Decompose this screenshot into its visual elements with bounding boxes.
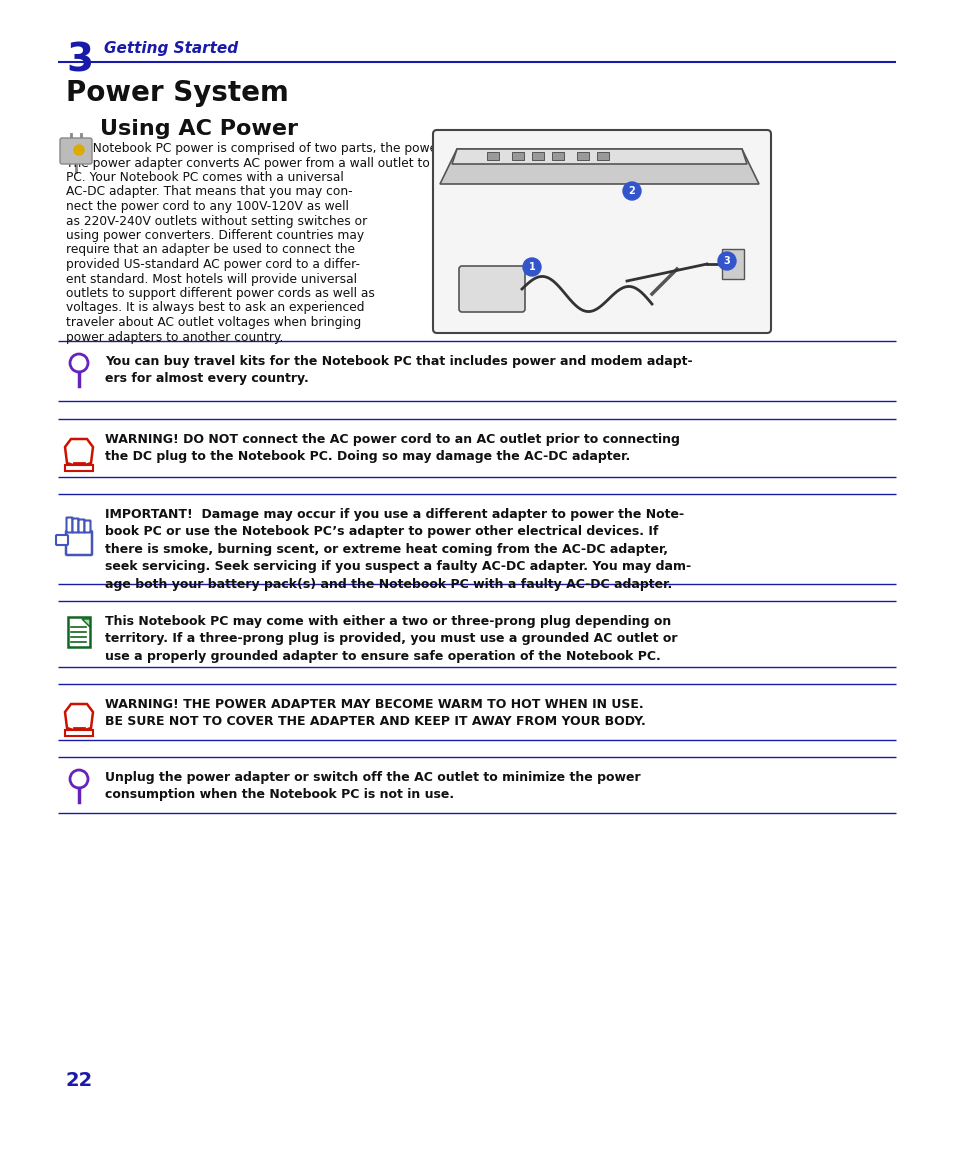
FancyBboxPatch shape	[72, 518, 78, 532]
FancyBboxPatch shape	[60, 138, 91, 164]
Bar	[532, 152, 543, 160]
Polygon shape	[439, 149, 759, 184]
Text: nect the power cord to any 100V-120V as well: nect the power cord to any 100V-120V as …	[66, 200, 349, 213]
Circle shape	[522, 259, 540, 276]
Text: 2: 2	[628, 186, 635, 196]
Text: 3: 3	[723, 256, 730, 267]
Text: using power converters. Different countries may: using power converters. Different countr…	[66, 229, 364, 242]
Text: Power System: Power System	[66, 79, 289, 107]
FancyBboxPatch shape	[67, 517, 72, 532]
Text: AC-DC adapter. That means that you may con-: AC-DC adapter. That means that you may c…	[66, 185, 353, 199]
Text: outlets to support different power cords as well as: outlets to support different power cords…	[66, 287, 375, 300]
Text: IMPORTANT!  Damage may occur if you use a different adapter to power the Note-: IMPORTANT! Damage may occur if you use a…	[105, 508, 683, 520]
Bar	[65, 465, 92, 471]
Text: BE SURE NOT TO COVER THE ADAPTER AND KEEP IT AWAY FROM YOUR BODY.: BE SURE NOT TO COVER THE ADAPTER AND KEE…	[105, 716, 645, 728]
Text: traveler about AC outlet voltages when bringing: traveler about AC outlet voltages when b…	[66, 316, 361, 329]
Text: You can buy travel kits for the Notebook PC that includes power and modem adapt-: You can buy travel kits for the Notebook…	[105, 355, 692, 368]
FancyBboxPatch shape	[458, 267, 524, 313]
Text: consumption when the Notebook PC is not in use.: consumption when the Notebook PC is not …	[105, 788, 454, 801]
Text: Getting Started: Getting Started	[104, 41, 238, 56]
Text: The power adapter converts AC power from a wall outlet to the DC power required : The power adapter converts AC power from…	[66, 156, 678, 170]
Polygon shape	[65, 704, 92, 732]
Text: power adapters to another country.: power adapters to another country.	[66, 331, 283, 344]
Text: PC. Your Notebook PC comes with a universal: PC. Your Notebook PC comes with a univer…	[66, 171, 343, 184]
Text: as 220V-240V outlets without setting switches or: as 220V-240V outlets without setting swi…	[66, 215, 367, 228]
Text: 1: 1	[528, 262, 535, 272]
Text: WARNING! DO NOT connect the AC power cord to an AC outlet prior to connecting: WARNING! DO NOT connect the AC power cor…	[105, 433, 679, 446]
Text: territory. If a three-prong plug is provided, you must use a grounded AC outlet : territory. If a three-prong plug is prov…	[105, 632, 677, 646]
Text: voltages. It is always best to ask an experienced: voltages. It is always best to ask an ex…	[66, 301, 364, 315]
Circle shape	[74, 145, 84, 155]
Text: The Notebook PC power is comprised of two parts, the power adapter and the batte: The Notebook PC power is comprised of tw…	[66, 142, 687, 155]
Text: use a properly grounded adapter to ensure safe operation of the Notebook PC.: use a properly grounded adapter to ensur…	[105, 650, 660, 663]
Polygon shape	[65, 439, 92, 466]
Text: Unplug the power adapter or switch off the AC outlet to minimize the power: Unplug the power adapter or switch off t…	[105, 771, 640, 784]
Bar	[486, 152, 498, 160]
Text: there is smoke, burning scent, or extreme heat coming from the AC-DC adapter,: there is smoke, burning scent, or extrem…	[105, 542, 667, 556]
Circle shape	[718, 252, 735, 270]
Bar	[552, 152, 563, 160]
FancyBboxPatch shape	[433, 130, 770, 333]
Polygon shape	[452, 149, 746, 164]
Text: provided US-standard AC power cord to a differ-: provided US-standard AC power cord to a …	[66, 259, 359, 271]
Text: This Notebook PC may come with either a two or three-prong plug depending on: This Notebook PC may come with either a …	[105, 615, 671, 629]
Text: age both your battery pack(s) and the Notebook PC with a faulty AC-DC adapter.: age both your battery pack(s) and the No…	[105, 578, 672, 591]
Text: the DC plug to the Notebook PC. Doing so may damage the AC-DC adapter.: the DC plug to the Notebook PC. Doing so…	[105, 450, 630, 463]
Text: Using AC Power: Using AC Power	[100, 119, 297, 139]
Polygon shape	[82, 619, 90, 627]
FancyBboxPatch shape	[78, 519, 85, 532]
Text: ent standard. Most hotels will provide universal: ent standard. Most hotels will provide u…	[66, 272, 356, 285]
Bar	[65, 730, 92, 737]
FancyBboxPatch shape	[66, 531, 91, 555]
Text: ers for almost every country.: ers for almost every country.	[105, 372, 309, 385]
Text: require that an adapter be used to connect the: require that an adapter be used to conne…	[66, 244, 355, 256]
Text: 3: 3	[66, 41, 93, 79]
Text: book PC or use the Notebook PC’s adapter to power other electrical devices. If: book PC or use the Notebook PC’s adapter…	[105, 525, 658, 539]
Text: WARNING! THE POWER ADAPTER MAY BECOME WARM TO HOT WHEN IN USE.: WARNING! THE POWER ADAPTER MAY BECOME WA…	[105, 697, 643, 711]
FancyBboxPatch shape	[68, 617, 90, 647]
Bar	[721, 249, 743, 279]
Text: 22: 22	[66, 1071, 93, 1090]
FancyBboxPatch shape	[85, 520, 91, 532]
Bar	[597, 152, 608, 160]
Bar	[577, 152, 588, 160]
Circle shape	[622, 182, 640, 200]
FancyBboxPatch shape	[56, 535, 68, 545]
Text: seek servicing. Seek servicing if you suspect a faulty AC-DC adapter. You may da: seek servicing. Seek servicing if you su…	[105, 561, 690, 573]
Bar	[512, 152, 523, 160]
